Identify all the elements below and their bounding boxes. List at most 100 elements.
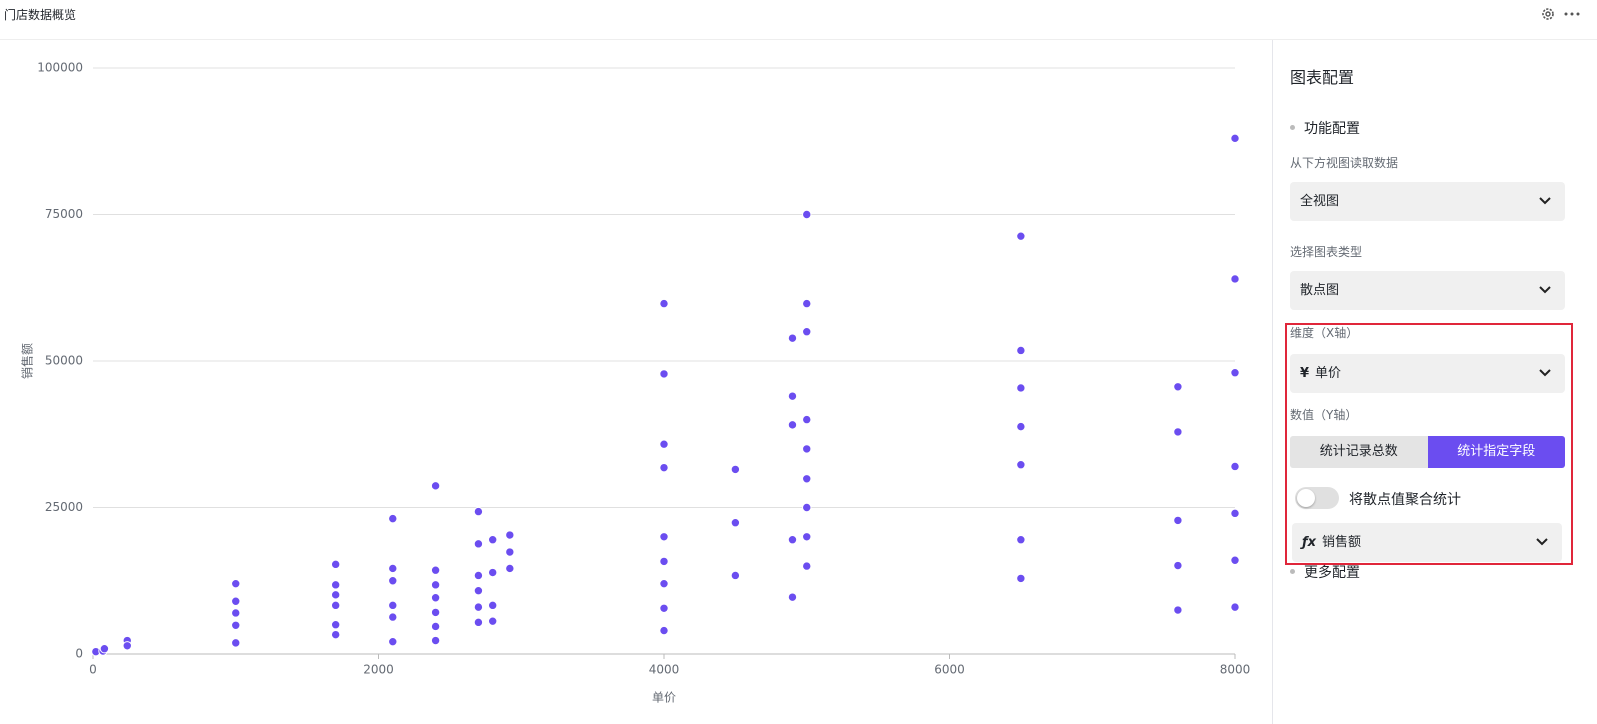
point	[473, 570, 484, 581]
point	[802, 414, 812, 425]
point	[1016, 535, 1026, 545]
point	[802, 298, 812, 309]
point	[659, 625, 669, 636]
config-panel: 图表配置 功能配置 从下方视图读取数据 全视图 选择图表类型 散点图 维度（X轴…	[1272, 40, 1597, 724]
section-title: 功能配置	[1290, 118, 1360, 138]
segment-option[interactable]: 统计指定字段	[1427, 436, 1565, 468]
point	[1230, 602, 1240, 612]
point	[330, 600, 341, 611]
point	[330, 559, 341, 570]
point	[1230, 461, 1240, 472]
chevron	[1539, 286, 1551, 294]
point	[1230, 555, 1240, 565]
highlight-box	[1285, 323, 1573, 565]
field-label: 选择图表类型	[1290, 245, 1363, 259]
chevron	[1536, 538, 1548, 546]
point	[659, 532, 669, 542]
section-title: 更多配置	[1290, 562, 1360, 582]
point	[730, 570, 741, 581]
point	[787, 391, 798, 401]
toggle-label: 将散点值聚合统计	[1349, 492, 1461, 508]
point	[388, 636, 398, 647]
y-tick-label: 100000	[37, 61, 83, 75]
point	[659, 578, 669, 589]
y-mode-switch: 统计记录总数 统计指定字段	[1290, 436, 1565, 468]
point	[473, 617, 484, 628]
point	[330, 620, 341, 630]
point	[231, 578, 241, 589]
header-icons[interactable]	[1540, 6, 1590, 22]
point	[787, 333, 798, 343]
point	[787, 420, 798, 430]
point	[473, 506, 484, 517]
point	[802, 502, 812, 513]
point	[231, 596, 241, 606]
point	[802, 474, 812, 484]
point	[1016, 460, 1026, 470]
page-title: 门店数据概览	[4, 8, 77, 22]
point	[1016, 383, 1026, 393]
point	[330, 590, 341, 600]
point	[1016, 421, 1026, 432]
toggle[interactable]	[1295, 487, 1339, 509]
point	[659, 439, 669, 449]
point	[388, 576, 398, 586]
segment-option[interactable]: 统计记录总数	[1290, 436, 1428, 468]
y-tick-label: 25000	[45, 500, 83, 514]
type-select[interactable]: 散点图	[1290, 271, 1565, 310]
point	[1173, 515, 1183, 526]
x-axis-label: 单价	[652, 691, 676, 705]
point	[730, 518, 741, 528]
select-value: 单价	[1315, 366, 1342, 381]
point	[330, 629, 341, 640]
field-label: 维度（X轴）	[1290, 326, 1359, 340]
point	[1016, 573, 1026, 584]
point	[1230, 368, 1240, 378]
source-select[interactable]: 全视图	[1290, 182, 1565, 221]
point	[659, 462, 669, 473]
point	[505, 563, 515, 574]
point	[1016, 231, 1026, 241]
point	[802, 209, 812, 220]
point	[659, 556, 669, 567]
point	[430, 565, 441, 575]
point	[122, 641, 132, 651]
point	[1173, 382, 1183, 392]
point	[1173, 605, 1183, 615]
chart: 单价 销售额 0 25000 50000 75000 100000 0 2000 4000 60…	[20, 61, 1251, 705]
point	[802, 561, 812, 571]
point	[488, 616, 498, 626]
y-tick-label: 50000	[45, 354, 83, 368]
x-tick-label: 4000	[649, 663, 680, 677]
point	[430, 593, 441, 603]
point	[1016, 345, 1026, 356]
point	[388, 563, 398, 574]
header: 门店数据概览	[0, 0, 1597, 40]
x-select[interactable]: ¥ 单价	[1290, 354, 1565, 393]
point	[231, 608, 241, 618]
point	[659, 369, 669, 379]
point	[1173, 560, 1183, 571]
y-axis-label: 销售额	[20, 343, 35, 379]
point	[787, 535, 798, 545]
point	[488, 567, 498, 578]
point	[802, 444, 812, 454]
point	[430, 580, 441, 590]
point	[231, 620, 241, 630]
field-label: 数值（Y轴）	[1290, 408, 1358, 422]
y-tick-label: 75000	[45, 207, 83, 221]
point	[488, 535, 498, 545]
x-tick-label: 2000	[363, 663, 394, 677]
point	[802, 327, 812, 337]
point	[388, 600, 398, 611]
point	[659, 298, 669, 309]
point	[430, 607, 441, 618]
field-select[interactable]: ƒx 销售额	[1292, 523, 1562, 562]
select-value: 散点图	[1300, 283, 1340, 298]
point	[1230, 133, 1240, 144]
point	[430, 621, 441, 632]
point	[488, 600, 498, 611]
field-icon: ƒx	[1302, 535, 1317, 550]
point	[787, 592, 798, 602]
